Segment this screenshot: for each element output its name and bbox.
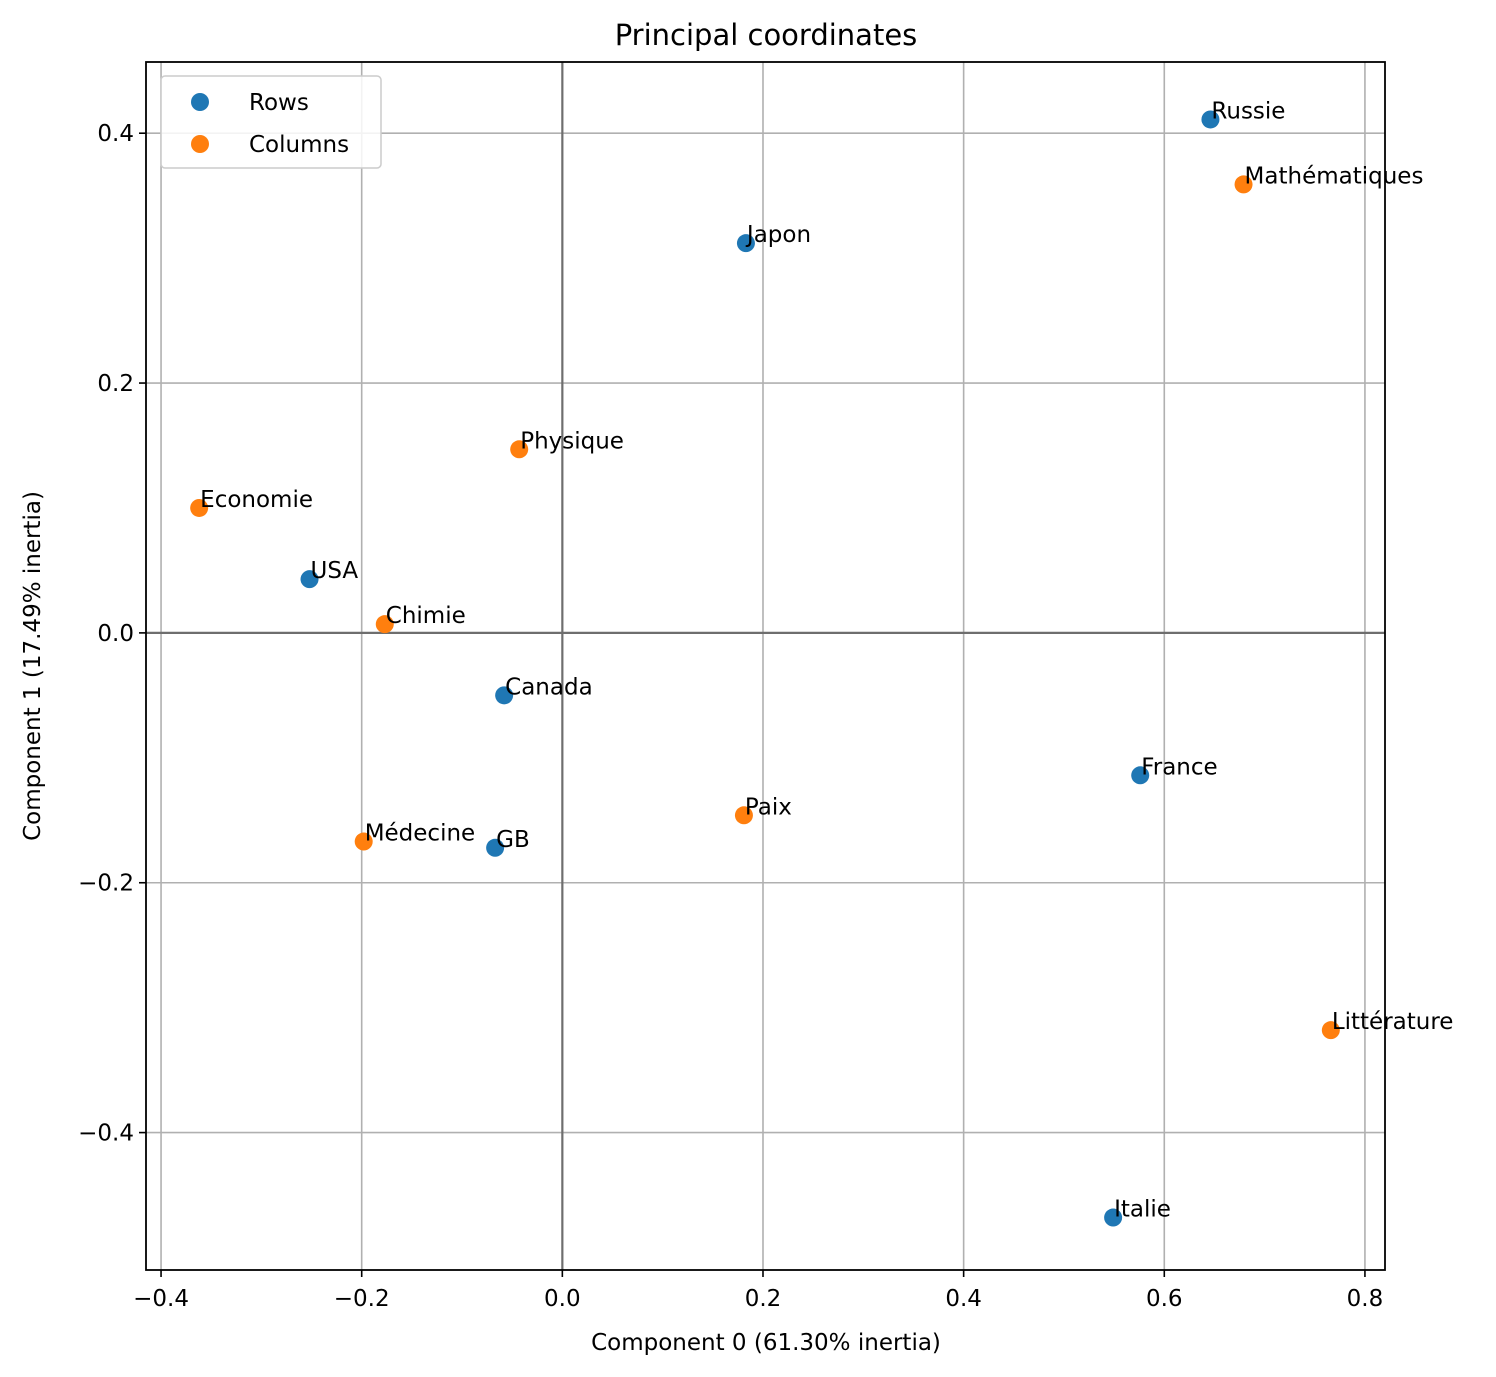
x-tick-label: 0.4 <box>945 1286 982 1312</box>
axis-ticks: −0.4 −0.2 0.0 0.2 0.4 0.6 0.8 −0.4 −0.2 0.0 0.2 0.4 <box>78 121 1383 1312</box>
point-label: Paix <box>745 794 792 820</box>
point-label: Littérature <box>1332 1009 1454 1035</box>
row-point <box>1104 1208 1123 1227</box>
column-point <box>510 440 529 459</box>
y-axis-label: Component 1 (17.49% inertia) <box>20 491 46 841</box>
y-tick-label: −0.2 <box>78 871 134 897</box>
point-label: Mathématiques <box>1245 163 1424 189</box>
chart-title: Principal coordinates <box>615 18 918 52</box>
x-tick-label: 0.2 <box>745 1286 782 1312</box>
point-label: Russie <box>1211 98 1285 124</box>
point-label: Japon <box>745 222 811 248</box>
y-tick-label: 0.4 <box>97 121 134 147</box>
column-point <box>354 832 373 851</box>
y-tick-label: −0.4 <box>78 1121 134 1147</box>
row-point <box>486 838 505 857</box>
row-point <box>1201 110 1220 129</box>
point-label: Physique <box>520 428 624 454</box>
column-point <box>1234 175 1253 194</box>
point-label: USA <box>311 558 359 584</box>
point-label: Médecine <box>365 821 476 847</box>
point-label: GB <box>496 827 530 853</box>
column-point <box>375 615 394 634</box>
row-point <box>300 570 319 589</box>
row-point <box>736 234 755 253</box>
row-point <box>495 686 514 705</box>
legend-rows-marker <box>191 93 209 111</box>
x-axis-label: Component 0 (61.30% inertia) <box>591 1330 941 1356</box>
point-label: Canada <box>505 674 593 700</box>
point-label: France <box>1141 754 1217 780</box>
y-tick-label: 0.2 <box>97 371 134 397</box>
point-label: Italie <box>1114 1197 1171 1223</box>
point-label: Chimie <box>386 603 466 629</box>
data-points <box>190 110 1340 1227</box>
legend-columns-marker <box>191 135 209 153</box>
plot-frame <box>145 61 1386 1271</box>
zero-lines <box>146 62 1385 1270</box>
legend-columns-label: Columns <box>249 132 349 158</box>
x-tick-label: 0.6 <box>1146 1286 1183 1312</box>
point-labels: Russie Japon USA Canada France GB Italie Mathém… <box>200 98 1453 1222</box>
column-point <box>190 498 209 517</box>
point-label: Economie <box>200 487 313 513</box>
column-point <box>734 806 753 825</box>
y-tick-label: 0.0 <box>97 621 134 647</box>
x-tick-label: −0.4 <box>133 1286 189 1312</box>
x-tick-label: 0.0 <box>544 1286 581 1312</box>
column-point <box>1321 1021 1340 1040</box>
x-tick-label: −0.2 <box>334 1286 390 1312</box>
legend-rows-label: Rows <box>249 90 309 116</box>
legend: Rows Columns <box>160 75 382 169</box>
x-tick-label: 0.8 <box>1347 1286 1384 1312</box>
row-point <box>1131 766 1150 785</box>
legend-box <box>160 75 382 169</box>
